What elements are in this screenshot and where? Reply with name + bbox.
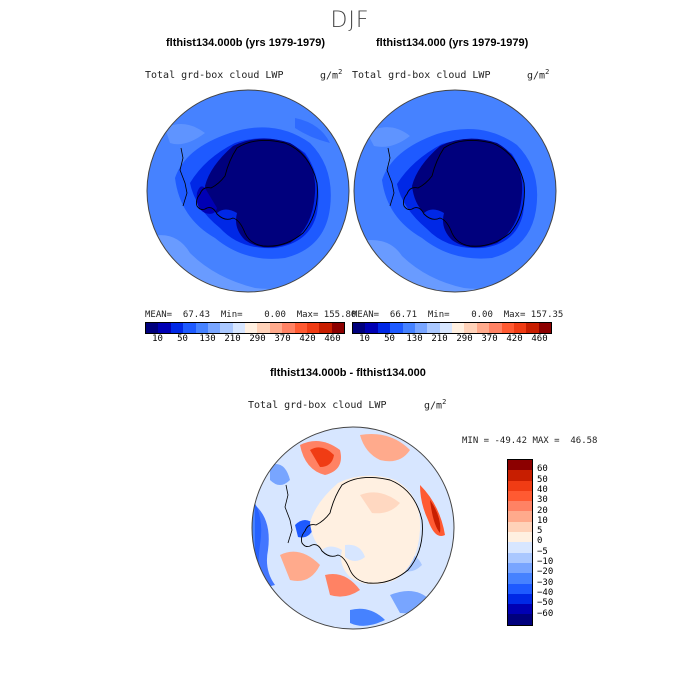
colorbar-swatch	[508, 470, 532, 481]
diff-unit: g/m2	[424, 398, 447, 412]
colorbar-swatch	[353, 323, 366, 333]
colorbar-label: −50	[537, 598, 554, 609]
colorbar-swatch	[245, 323, 258, 333]
colorbar-swatch	[538, 323, 551, 333]
colorbar-swatch	[464, 323, 477, 333]
colorbar-swatch	[508, 614, 532, 625]
panel-left-title: flthist134.000b (yrs 1979-1979)	[166, 37, 325, 49]
colorbar-swatch	[476, 323, 490, 333]
colorbar-label: 460	[531, 334, 548, 344]
colorbar-swatch	[306, 323, 320, 333]
colorbar-label: 460	[324, 334, 341, 344]
colorbar-swatch	[294, 323, 307, 333]
colorbar-swatch	[501, 323, 514, 333]
colorbar-swatch	[508, 480, 532, 491]
map-right	[353, 89, 557, 293]
panel-right-unit: g/m2	[527, 68, 550, 82]
colorbar-swatch	[508, 460, 532, 471]
colorbar-swatch	[513, 323, 527, 333]
colorbar-label: 10	[359, 334, 370, 344]
colorbar-swatch	[146, 323, 159, 333]
colorbar-swatch	[508, 593, 532, 605]
colorbar-label: −10	[537, 557, 554, 567]
colorbar-label: 10	[537, 515, 548, 526]
colorbar-swatch	[319, 323, 332, 333]
colorbar-swatch	[508, 521, 532, 533]
colorbar-swatch	[232, 323, 245, 333]
colorbar-label: 10	[152, 334, 163, 344]
colorbar-swatch	[452, 323, 465, 333]
colorbar-label: 290	[249, 334, 266, 344]
colorbar-swatch	[282, 323, 295, 333]
panel-right-title: flthist134.000 (yrs 1979-1979)	[376, 37, 529, 49]
colorbar-swatch	[427, 323, 440, 333]
colorbar-label: −20	[537, 567, 554, 578]
colorbar-label: 210	[431, 334, 448, 344]
colorbar-swatch	[269, 323, 283, 333]
colorbar-swatch	[508, 604, 532, 615]
colorbar-swatch	[414, 323, 428, 333]
colorbar-label: −30	[537, 577, 554, 588]
colorbar-swatch	[508, 583, 532, 594]
colorbar-label: 50	[384, 334, 395, 344]
panel-right-variable: Total grd-box cloud LWP	[352, 70, 491, 81]
panel-right-stats: MEAN= 66.71 Min= 0.00 Max= 157.35	[352, 310, 564, 320]
colorbar-swatch	[526, 323, 539, 333]
colorbar-swatch	[439, 323, 452, 333]
colorbar-swatch	[377, 323, 391, 333]
colorbar-swatch	[508, 511, 532, 522]
colorbar-swatch	[207, 323, 221, 333]
colorbar-swatch	[331, 323, 344, 333]
colorbar-label: 50	[537, 474, 548, 485]
colorbar-diff-labels: 60 50 40 30 20 10 5 0 −5 −10 −20 −30 −40 −50 −60	[537, 459, 577, 625]
colorbar-label: 0	[537, 536, 543, 547]
colorbar-swatch	[508, 490, 532, 502]
panel-left-unit: g/m2	[320, 68, 343, 82]
diff-variable: Total grd-box cloud LWP	[248, 400, 387, 411]
colorbar-swatch	[257, 323, 270, 333]
colorbar-swatch	[183, 323, 196, 333]
season-title: DJF	[330, 8, 370, 33]
map-left	[146, 89, 350, 293]
colorbar-label: 420	[299, 334, 316, 344]
colorbar-label: 130	[199, 334, 216, 344]
diff-stats: MIN = -49.42 MAX = 46.58	[462, 436, 598, 446]
colorbar-label: −40	[537, 587, 554, 598]
colorbar-diff	[507, 459, 533, 626]
colorbar-label: 40	[537, 484, 548, 495]
colorbar-label: 210	[224, 334, 241, 344]
colorbar-label: 50	[177, 334, 188, 344]
map-diff	[251, 426, 455, 630]
colorbar-left: 10 50 130 210 290 370 420 460	[145, 322, 345, 346]
colorbar-swatch	[390, 323, 403, 333]
colorbar-swatch	[508, 542, 532, 553]
colorbar-label: 60	[537, 464, 548, 475]
colorbar-swatch	[508, 562, 532, 574]
colorbar-swatch	[365, 323, 378, 333]
colorbar-label: 370	[481, 334, 498, 344]
colorbar-swatch	[158, 323, 171, 333]
colorbar-label: 5	[537, 526, 543, 537]
colorbar-swatch	[489, 323, 502, 333]
colorbar-label: 20	[537, 505, 548, 516]
diff-title: flthist134.000b - flthist134.000	[270, 367, 426, 379]
colorbar-swatch	[402, 323, 415, 333]
colorbar-swatch	[170, 323, 184, 333]
colorbar-swatch	[508, 532, 532, 543]
colorbar-label: −60	[537, 608, 554, 619]
colorbar-label: −5	[537, 546, 548, 557]
colorbar-swatch	[508, 573, 532, 584]
colorbar-label: 370	[274, 334, 291, 344]
colorbar-swatch	[508, 501, 532, 512]
colorbar-label: 290	[456, 334, 473, 344]
colorbar-swatch	[508, 552, 532, 563]
panel-left-stats: MEAN= 67.43 Min= 0.00 Max= 155.80	[145, 310, 357, 320]
colorbar-swatch	[195, 323, 208, 333]
panel-left-variable: Total grd-box cloud LWP	[145, 70, 284, 81]
colorbar-label: 30	[537, 495, 548, 506]
colorbar-label: 130	[406, 334, 423, 344]
colorbar-right: 10 50 130 210 290 370 420 460	[352, 322, 552, 346]
colorbar-label: 420	[506, 334, 523, 344]
colorbar-swatch	[220, 323, 233, 333]
